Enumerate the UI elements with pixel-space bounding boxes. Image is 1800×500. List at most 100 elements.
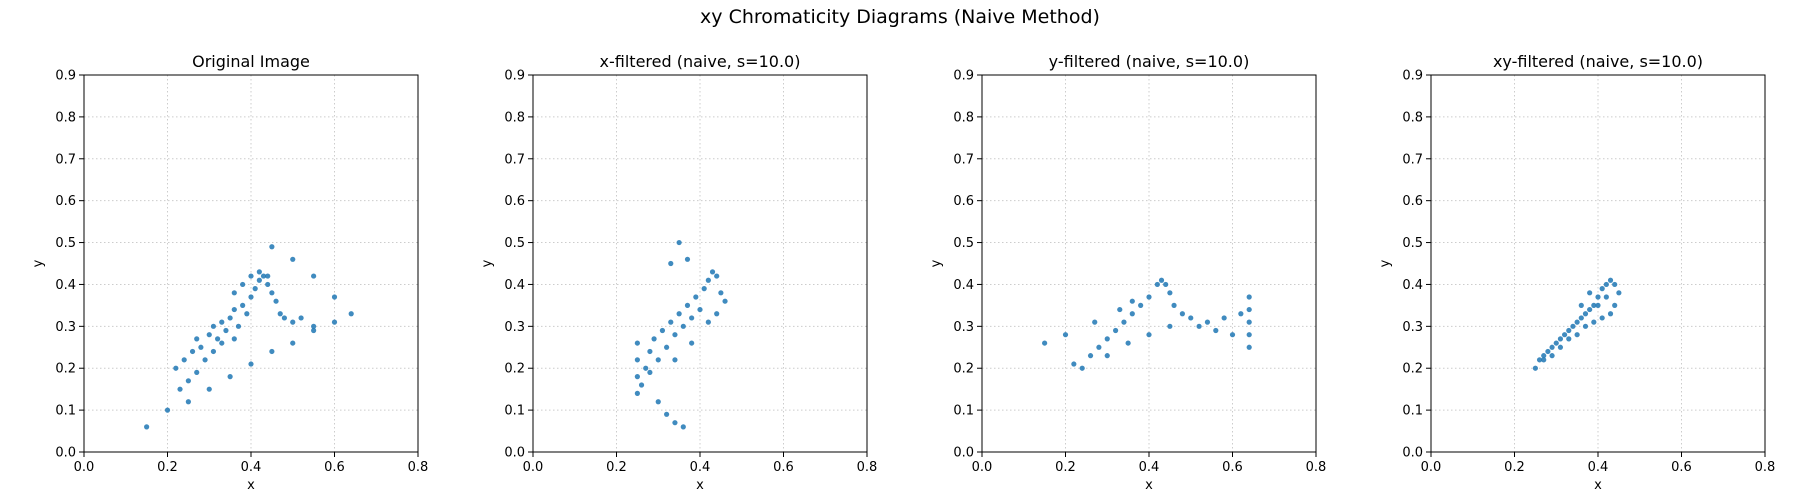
data-point xyxy=(181,357,187,363)
data-point xyxy=(269,290,275,296)
chart-panel-4: 0.0 0.2 0.4 0.6 0.8 0.0 0.1 0.2 0.3 0.4 0.5 0.6 0.7 0… xyxy=(1378,52,1775,493)
data-point xyxy=(1087,353,1094,359)
data-point xyxy=(647,369,653,376)
data-point xyxy=(1146,294,1152,300)
data-point xyxy=(1125,340,1131,346)
x-tick-label: 0.2 xyxy=(157,460,178,475)
data-point xyxy=(189,348,196,355)
y-tick-label: 0.5 xyxy=(55,236,76,251)
data-point xyxy=(634,340,640,346)
y-tick-label: 0.7 xyxy=(504,152,525,167)
x-tick-label: 0.6 xyxy=(324,460,345,475)
y-tick-label: 0.6 xyxy=(504,194,525,209)
y-tick-label: 0.3 xyxy=(55,320,76,335)
data-point xyxy=(1154,281,1160,288)
data-point xyxy=(210,323,217,329)
data-point xyxy=(265,281,271,288)
data-point xyxy=(1607,311,1614,317)
data-point xyxy=(634,390,640,396)
data-point xyxy=(1574,319,1580,325)
data-point xyxy=(634,374,640,380)
data-point xyxy=(1171,302,1177,308)
x-axis-label: x xyxy=(1145,478,1153,493)
data-point xyxy=(684,302,691,308)
data-point xyxy=(1566,336,1572,342)
x-tick-label: 0.6 xyxy=(1671,460,1692,475)
y-tick-label: 0.0 xyxy=(1402,446,1423,461)
data-point xyxy=(659,327,666,334)
data-point xyxy=(1229,332,1236,338)
data-point xyxy=(331,319,338,325)
data-point xyxy=(664,344,670,350)
data-point xyxy=(252,286,258,292)
data-point xyxy=(1196,323,1202,329)
x-tick-label: 0.8 xyxy=(408,460,429,475)
data-point xyxy=(231,290,237,296)
y-tick-label: 0.8 xyxy=(504,110,525,125)
data-point xyxy=(227,374,233,380)
data-point xyxy=(1591,302,1597,308)
data-point xyxy=(240,302,246,308)
data-point xyxy=(1545,348,1551,355)
data-point xyxy=(1595,294,1601,300)
data-point xyxy=(277,311,283,317)
data-point xyxy=(1587,290,1593,296)
data-point xyxy=(672,420,678,426)
data-point xyxy=(1213,327,1219,334)
data-point xyxy=(1536,357,1543,363)
data-point xyxy=(1042,340,1048,346)
data-point xyxy=(185,378,191,384)
y-tick-label: 0.0 xyxy=(953,446,974,461)
data-point xyxy=(256,269,262,275)
data-point xyxy=(290,256,296,262)
data-point xyxy=(1167,323,1173,329)
data-point xyxy=(1062,332,1069,338)
data-point xyxy=(219,319,225,325)
y-tick-label: 0.0 xyxy=(55,446,76,461)
y-tick-label: 0.6 xyxy=(55,194,76,209)
y-tick-label: 0.4 xyxy=(55,278,76,293)
data-point xyxy=(1578,302,1584,308)
data-point xyxy=(705,277,711,283)
data-point xyxy=(705,319,711,325)
x-axis-label: x xyxy=(247,478,255,493)
data-point xyxy=(684,256,691,262)
data-point xyxy=(219,340,225,346)
y-tick-label: 0.5 xyxy=(1402,236,1423,251)
data-point xyxy=(273,298,279,304)
data-point xyxy=(298,315,304,321)
data-point xyxy=(231,336,237,342)
x-tick-label: 0.4 xyxy=(690,460,711,475)
data-point xyxy=(668,319,674,325)
data-point xyxy=(185,399,191,405)
data-point xyxy=(1104,353,1110,359)
data-point xyxy=(1163,281,1169,288)
data-point xyxy=(1246,319,1252,325)
y-tick-label: 0.0 xyxy=(504,446,525,461)
data-point xyxy=(655,357,661,363)
x-tick-label: 0.4 xyxy=(1139,460,1160,475)
data-point xyxy=(714,273,720,279)
data-point xyxy=(235,323,242,329)
data-point xyxy=(269,244,275,250)
x-tick-label: 0.6 xyxy=(1222,460,1243,475)
data-point xyxy=(1179,311,1185,317)
data-point xyxy=(1566,327,1572,334)
y-tick-label: 0.8 xyxy=(55,110,76,125)
data-point xyxy=(348,311,354,317)
data-point xyxy=(1578,315,1584,321)
data-point xyxy=(680,323,686,329)
data-point xyxy=(311,327,317,334)
data-point xyxy=(1188,315,1194,321)
data-point xyxy=(1071,361,1077,367)
x-axis-label: x xyxy=(696,478,704,493)
data-point xyxy=(709,269,716,275)
y-axis-label: y xyxy=(1378,259,1393,267)
y-tick-label: 0.2 xyxy=(504,362,525,377)
data-point xyxy=(311,273,317,279)
y-tick-label: 0.3 xyxy=(1402,320,1423,335)
y-tick-label: 0.4 xyxy=(953,278,974,293)
data-point xyxy=(647,348,653,355)
data-point xyxy=(1582,311,1589,317)
y-tick-label: 0.9 xyxy=(953,69,974,84)
